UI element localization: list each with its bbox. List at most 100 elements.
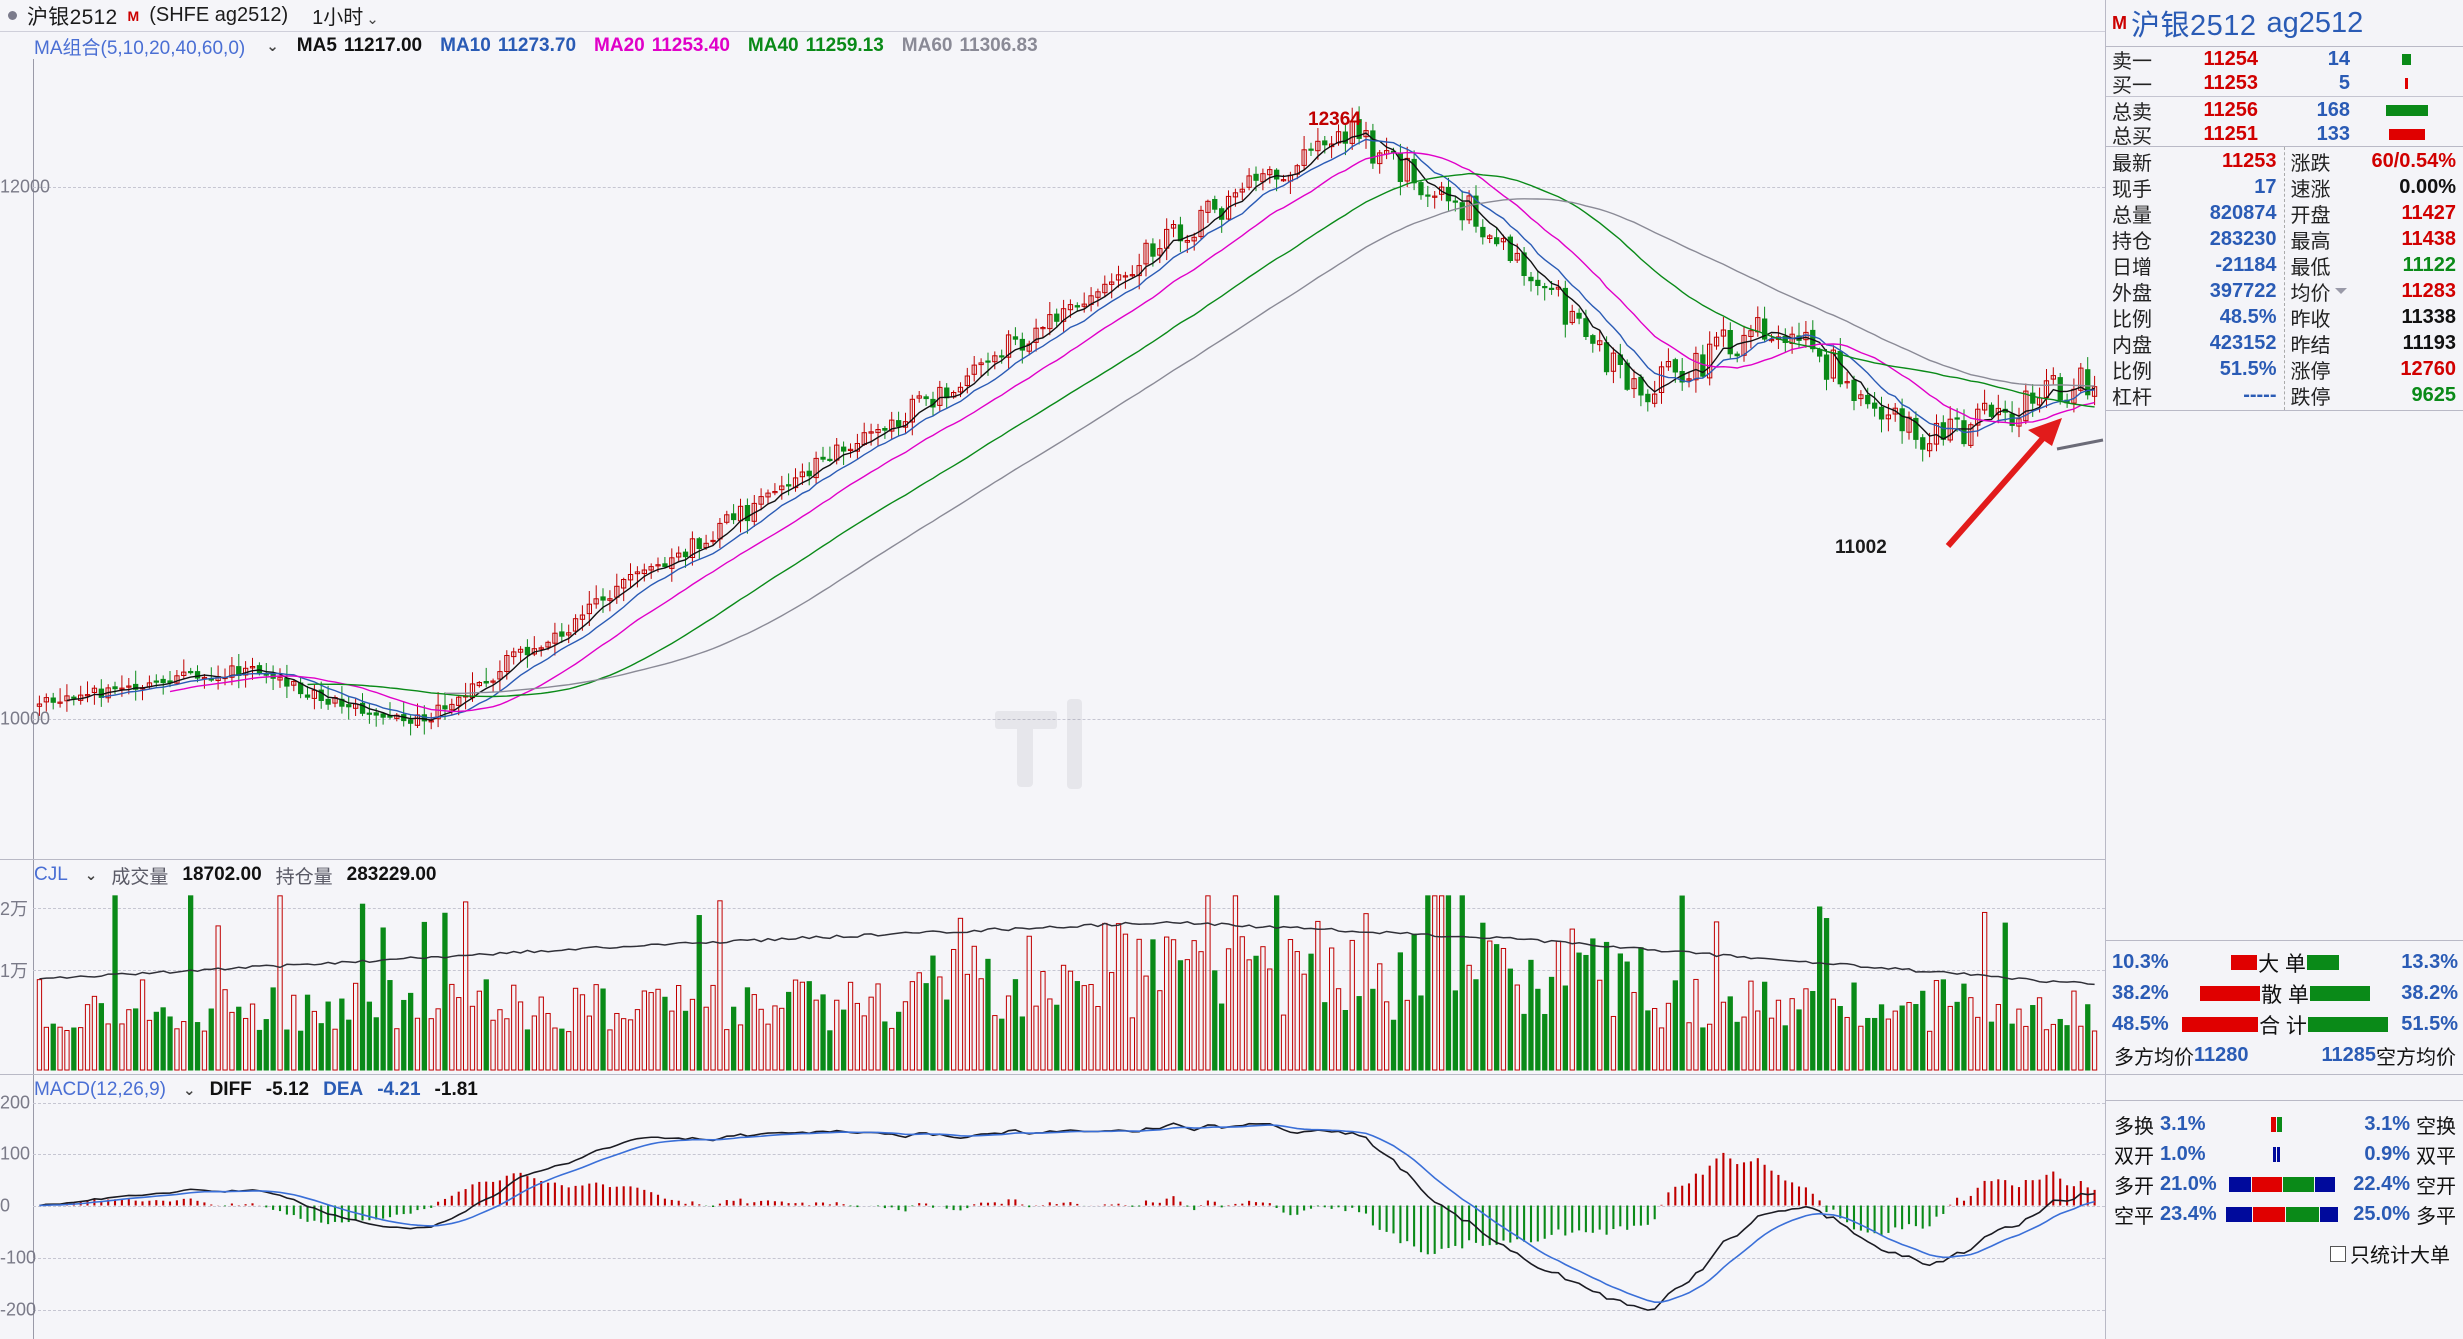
ma20-label: MA20 — [594, 35, 645, 56]
symbol-bar: 沪银2512 M (SHFE ag2512) 1小时 ⌄ — [0, 0, 2105, 32]
long-switch-pct: 3.1% — [2160, 1112, 2206, 1135]
open-interest-label: 持仓量 — [275, 866, 333, 888]
macd-dea-label: DEA — [323, 1079, 364, 1100]
total-sell-pct: 48.5% — [2112, 1013, 2169, 1035]
quote-cell-left: 比例 48.5% — [2106, 302, 2285, 332]
ma5-label: MA5 — [296, 35, 337, 56]
order-book-divider — [2106, 96, 2463, 97]
ma40-label: MA40 — [747, 35, 799, 56]
macd-indicator-name[interactable]: MACD(12,26,9) — [34, 1079, 166, 1100]
order-book-row-bid1[interactable]: 买一 11253 5 — [2106, 71, 2463, 97]
panel-title: M 沪银2512 ag2512 — [2106, 0, 2463, 47]
volume-legend: CJL ⌄ 成交量 18702.00 持仓量 283229.00 — [34, 863, 436, 888]
oi-row-switch: 多换 3.1% 3.1% 空换 — [2106, 1109, 2463, 1139]
price-chart-pane[interactable]: 12000 10000 12364 11002 9799 29天 — [0, 59, 2105, 859]
volume-pane[interactable]: CJL ⌄ 成交量 18702.00 持仓量 283229.00 2万 1万 — [0, 859, 2105, 1074]
volume-value: 18702.00 — [182, 864, 262, 885]
symbol-exchange-code: (SHFE ag2512) — [149, 4, 289, 26]
quote-value-right: 11193 — [2402, 331, 2456, 354]
quote-value-left: 423152 — [2209, 331, 2277, 354]
quote-cell-left: 杠杆 ----- — [2106, 380, 2285, 410]
bid1-bar — [2350, 71, 2463, 95]
quote-key-left: 现手 — [2112, 178, 2152, 201]
big-order-filter-row[interactable]: 只统计大单 — [2106, 1229, 2463, 1268]
double-open-pct: 1.0% — [2160, 1142, 2206, 1165]
quote-value-right: 11427 — [2401, 201, 2456, 224]
quote-key-left: 外盘 — [2112, 282, 2152, 305]
long-open-pct: 21.0% — [2160, 1172, 2217, 1195]
quote-key-right: 涨停 — [2290, 360, 2331, 383]
chevron-down-icon[interactable]: ⌄ — [84, 867, 98, 884]
bid1-volume: 5 — [2338, 71, 2350, 94]
chevron-down-icon: ⌄ — [366, 11, 379, 28]
retail-label: 散 单 — [2261, 983, 2309, 1007]
total-ask-price: 11256 — [2203, 98, 2258, 121]
macd-legend: MACD(12,26,9) ⌄ DIFF -5.12 DEA -4.21 -1.8… — [34, 1078, 478, 1102]
annotation-recent-low: 11002 — [1835, 537, 1887, 558]
volume-indicator-name[interactable]: CJL — [34, 864, 68, 885]
bid1-price: 11253 — [2203, 71, 2258, 94]
flow-row-big-orders: 10.3% 大 单 13.3% — [2106, 947, 2463, 978]
quote-cell-right: 速涨 0.00% — [2285, 173, 2463, 202]
double-close-group: 0.9% 双平 — [2348, 1140, 2456, 1169]
order-book-row-total-bid[interactable]: 总买 11251 133 — [2106, 122, 2463, 148]
total-label: 合 计 — [2259, 1014, 2307, 1038]
quote-value-left: 17 — [2254, 175, 2277, 198]
quote-cell-left: 总量 820874 — [2106, 198, 2285, 228]
quote-key-left: 比例 — [2112, 360, 2152, 383]
ma-indicator-name[interactable]: MA组合(5,10,20,40,60,0) — [34, 37, 246, 59]
quote-value-right: 11283 — [2401, 279, 2456, 302]
ma5-value: 11217.00 — [343, 35, 423, 56]
quote-key-right: 昨结 — [2290, 334, 2331, 357]
chevron-down-icon[interactable] — [2334, 288, 2347, 294]
order-book-row-total-ask[interactable]: 总卖 11256 168 — [2106, 98, 2463, 124]
quote-cell-left: 外盘 397722 — [2106, 276, 2285, 306]
quote-cell-right: 最高 11438 — [2285, 225, 2463, 254]
quote-value-right: 12760 — [2400, 357, 2456, 380]
quote-cell-right: 涨停 12760 — [2285, 355, 2463, 384]
short-avg-value: 11285 — [2321, 1043, 2376, 1066]
long-close-group: 25.0% 多平 — [2347, 1200, 2456, 1229]
short-switch-pct: 3.1% — [2364, 1112, 2410, 1135]
vol-axis-label-1w: 1万 — [0, 961, 29, 981]
order-flow-block: 10.3% 大 单 13.3% 38.2% 散 单 38.2% 48.5% — [2106, 940, 2463, 1075]
vol-axis-label-2w: 2万 — [0, 899, 29, 919]
long-close-pct: 25.0% — [2353, 1202, 2410, 1225]
quote-cell-right: 均价 11283 — [2285, 277, 2463, 306]
chevron-down-icon[interactable]: ⌄ — [183, 1082, 196, 1099]
macd-hist-value: -1.81 — [434, 1079, 478, 1100]
symbol-main-flag: M — [127, 7, 140, 24]
total-buy-pct: 51.5% — [2401, 1013, 2458, 1035]
gridline-12000 — [33, 187, 2105, 188]
short-close-pct: 23.4% — [2160, 1202, 2217, 1225]
price-axis-label-12000: 12000 — [0, 176, 51, 197]
flow-row-total: 48.5% 合 计 51.5% — [2106, 1009, 2463, 1040]
long-close-label: 多平 — [2416, 1205, 2456, 1228]
gridline-10000 — [33, 719, 2105, 720]
order-book-row-ask1[interactable]: 卖一 11254 14 — [2106, 47, 2463, 73]
quote-key-right: 昨收 — [2290, 308, 2331, 331]
total-bid-label: 总买 — [2112, 125, 2152, 148]
quote-row: 内盘 423152 昨结 11193 — [2106, 328, 2463, 358]
macd-diff-label: DIFF — [209, 1079, 252, 1100]
macd-pane[interactable]: MACD(12,26,9) ⌄ DIFF -5.12 DEA -4.21 -1.8… — [0, 1074, 2105, 1339]
macd-axis-label-n100: -100 — [0, 1247, 37, 1268]
chevron-down-icon[interactable]: ⌄ — [266, 38, 279, 55]
quote-cell-right: 开盘 11427 — [2285, 199, 2463, 228]
retail-buy-pct: 38.2% — [2401, 982, 2458, 1004]
quote-value-left: 11253 — [2221, 149, 2277, 172]
double-bars — [2206, 1146, 2348, 1162]
quote-key-right: 开盘 — [2290, 204, 2331, 227]
period-selector[interactable]: 1小时 ⌄ — [312, 1, 379, 30]
symbol-name[interactable]: 沪银2512 — [27, 5, 118, 29]
quote-value-left: 51.5% — [2219, 357, 2277, 380]
quote-cell-right: 昨结 11193 — [2285, 329, 2463, 358]
big-order-checkbox-label: 只统计大单 — [2350, 1245, 2450, 1267]
quote-row: 持仓 283230 最高 11438 — [2106, 224, 2463, 254]
macd-y-axis — [33, 1075, 34, 1339]
quote-key-left: 日增 — [2112, 256, 2152, 279]
total-bid-volume: 133 — [2316, 122, 2350, 145]
quote-row: 现手 17 速涨 0.00% — [2106, 172, 2463, 202]
big-order-checkbox[interactable] — [2330, 1245, 2346, 1262]
macd-axis-label-0: 0 — [0, 1195, 11, 1216]
